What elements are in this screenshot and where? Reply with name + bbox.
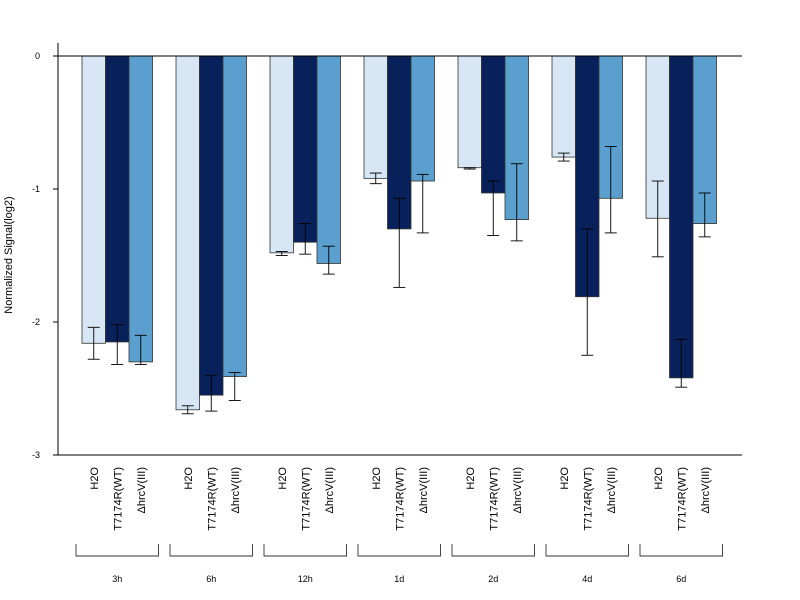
bar xyxy=(199,55,224,396)
bar-label: ΔhrcV(III) xyxy=(136,467,148,513)
bar-label: ΔhrcV(III) xyxy=(324,467,336,513)
group-bracket xyxy=(263,544,347,557)
bar-label: ΔhrcV(III) xyxy=(700,467,712,513)
y-tick-label: -2 xyxy=(32,317,40,327)
bar xyxy=(481,55,506,194)
group-bracket xyxy=(639,544,723,557)
bars xyxy=(81,55,717,411)
y-axis-label: Normalized Signal(log2) xyxy=(3,196,15,313)
y-tick-label: -3 xyxy=(32,450,40,460)
bar-label: T7174R(WT) xyxy=(394,467,406,531)
bar xyxy=(222,55,247,377)
bar-label: ΔhrcV(III) xyxy=(512,467,524,513)
group-bracket xyxy=(357,544,441,557)
bar xyxy=(457,55,482,169)
bar-label: T7174R(WT) xyxy=(582,467,594,531)
group-label: 12h xyxy=(298,574,313,584)
bar xyxy=(316,55,341,264)
group-label: 4d xyxy=(582,574,592,584)
error-bars xyxy=(87,145,711,415)
bar-label: H2O xyxy=(559,467,571,490)
bar-label: ΔhrcV(III) xyxy=(418,467,430,513)
bar xyxy=(81,55,106,344)
bar-label: T7174R(WT) xyxy=(488,467,500,531)
group-bracket xyxy=(545,544,629,557)
bar-label: H2O xyxy=(653,467,665,490)
group-label: 6h xyxy=(206,574,216,584)
y-tick-label: 0 xyxy=(35,51,40,61)
bar-label: H2O xyxy=(183,467,195,490)
axes: 0 -1 -2 -3 xyxy=(32,43,742,460)
bar-label: T7174R(WT) xyxy=(300,467,312,531)
y-tick-label: -1 xyxy=(32,184,40,194)
bar-label: T7174R(WT) xyxy=(112,467,124,531)
bar-label: T7174R(WT) xyxy=(206,467,218,531)
group-label: 6d xyxy=(676,574,686,584)
bar xyxy=(363,55,388,179)
bar-label: ΔhrcV(III) xyxy=(230,467,242,513)
bar xyxy=(293,55,318,243)
bar-label: H2O xyxy=(465,467,477,490)
group-bracket xyxy=(75,544,159,557)
bar-label: H2O xyxy=(89,467,101,490)
bar-label: ΔhrcV(III) xyxy=(606,467,618,513)
group-bracket xyxy=(451,544,535,557)
bar-label: T7174R(WT) xyxy=(676,467,688,531)
group-bracket xyxy=(169,544,253,557)
bar xyxy=(669,55,694,379)
group-label: 3h xyxy=(112,574,122,584)
labels: H2O T7174R(WT) ΔhrcV(III) 3h H2O T7174R(WT) Δh… xyxy=(75,467,723,584)
bar xyxy=(269,55,294,254)
group-label: 2d xyxy=(488,574,498,584)
group-label: 1d xyxy=(394,574,404,584)
bar xyxy=(105,55,130,343)
bar xyxy=(175,55,200,411)
bar xyxy=(128,55,153,363)
bar-label: H2O xyxy=(277,467,289,490)
bar-label: H2O xyxy=(371,467,383,490)
bar xyxy=(410,55,435,182)
bar xyxy=(551,55,576,158)
